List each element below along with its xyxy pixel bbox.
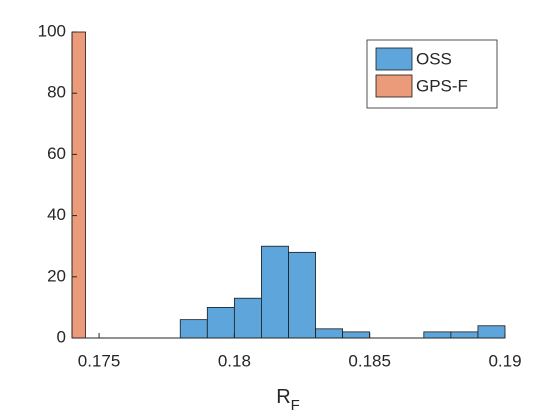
x-tick-label: 0.175 (78, 351, 121, 370)
bar (233, 297, 262, 339)
bar (450, 331, 479, 339)
y-tick-label: 20 (47, 266, 66, 285)
bar (423, 331, 452, 339)
y-tick-label: 40 (47, 205, 66, 224)
x-axis-label: RF (276, 386, 300, 414)
legend-swatch (375, 74, 413, 98)
x-label-sub: F (291, 397, 300, 414)
bar (288, 251, 316, 339)
legend-label: OSS (416, 49, 452, 68)
bar (206, 306, 235, 339)
y-tick-label: 60 (47, 144, 66, 163)
legend-label: GPS-F (416, 76, 468, 95)
bar (179, 319, 208, 339)
x-tick-label: 0.19 (488, 351, 521, 370)
bar (71, 31, 86, 339)
bar (477, 325, 506, 339)
bar (261, 245, 289, 339)
bar (315, 328, 344, 339)
x-tick-label: 0.185 (348, 351, 391, 370)
y-tick-label: 0 (57, 327, 66, 346)
x-tick-label: 0.18 (218, 351, 251, 370)
legend-swatch (375, 47, 413, 71)
bar (342, 331, 371, 339)
x-label-main: R (276, 386, 290, 408)
y-tick-label: 80 (47, 83, 66, 102)
y-tick-label: 100 (38, 21, 66, 40)
